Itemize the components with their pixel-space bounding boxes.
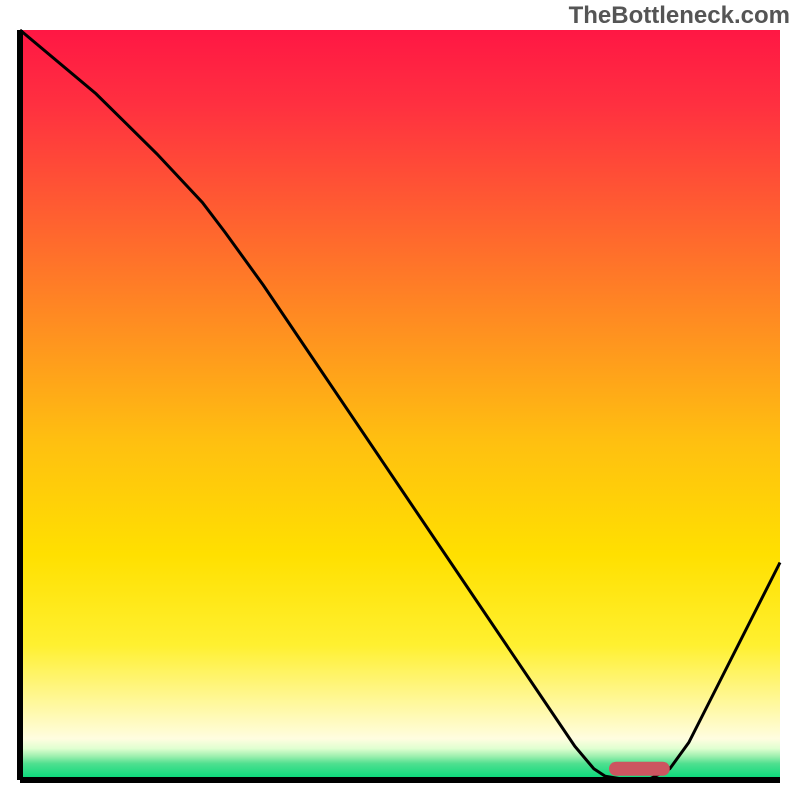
- bottleneck-chart: TheBottleneck.com: [0, 0, 800, 800]
- plot-background: [20, 30, 780, 780]
- chart-svg: [0, 0, 800, 800]
- watermark-text: TheBottleneck.com: [569, 2, 790, 30]
- optimal-marker: [609, 762, 670, 776]
